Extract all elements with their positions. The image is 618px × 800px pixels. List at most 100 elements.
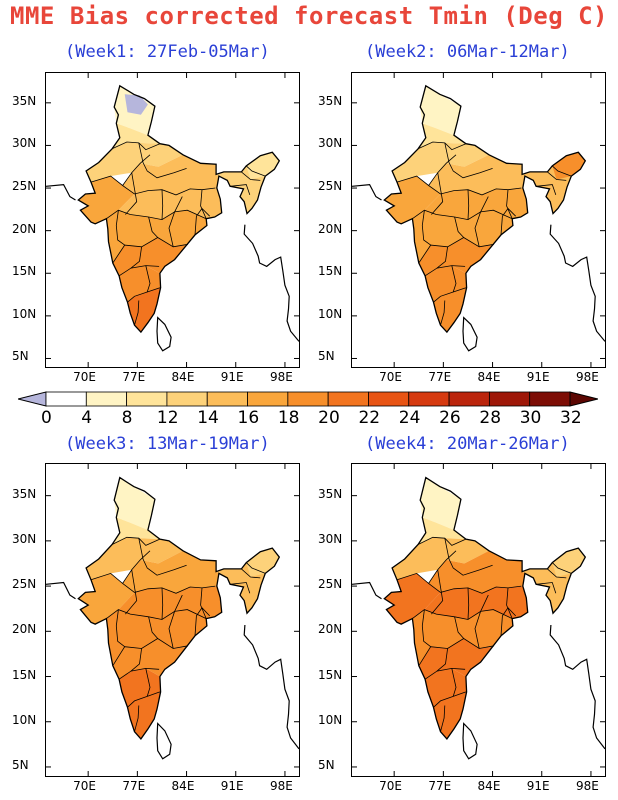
lat-tick-label: 25N [318, 179, 343, 194]
lon-tick-label: 70E [73, 779, 97, 793]
lon-tick-label: 98E [575, 779, 599, 793]
colorbar-cell [85, 391, 128, 407]
panel-title-week2: (Week2: 06Mar-12Mar) [365, 42, 570, 62]
state-boundary [440, 300, 446, 326]
colorbar-label: 30 [519, 408, 542, 428]
map-panel-week3 [45, 463, 300, 777]
lon-tick-label: 77E [122, 370, 146, 384]
india-map [352, 464, 605, 776]
state-boundary [112, 638, 189, 666]
coastline [352, 183, 382, 201]
lat-tick-label: 5N [318, 757, 335, 772]
state-boundary [130, 648, 142, 672]
colorbar-cell [529, 391, 571, 407]
temperature-zone [114, 477, 155, 530]
lon-tick-label: 84E [477, 779, 501, 793]
lat-tick-label: 35N [318, 93, 343, 108]
lat-tick-label: 35N [318, 486, 343, 501]
state-boundary [417, 141, 467, 151]
temperature-zone [119, 668, 161, 708]
state-boundary [474, 196, 489, 247]
state-boundary [106, 209, 207, 221]
lat-tick-label: 10N [12, 712, 37, 727]
lat-tick-label: 30N [318, 136, 343, 151]
temperature-zone [118, 188, 222, 220]
state-boundary [440, 705, 446, 732]
state-boundary [200, 587, 207, 619]
temperature-zone [112, 638, 187, 680]
state-boundary [230, 184, 251, 196]
state-boundary [168, 196, 183, 247]
lon-tick-label: 77E [428, 370, 452, 384]
state-boundary [200, 189, 207, 219]
lat-tick-label: 20N [318, 622, 343, 637]
colorbar-cell [327, 391, 369, 407]
lat-tick-label: 20N [318, 221, 343, 236]
state-boundary [122, 583, 216, 594]
colorbar-cell [448, 391, 490, 407]
colorbar-cell [287, 391, 329, 407]
lon-tick-label: 91E [526, 779, 550, 793]
state-boundary [230, 582, 251, 594]
temperature-zone [384, 176, 441, 224]
lat-tick-label: 15N [318, 667, 343, 682]
state-boundary [547, 568, 567, 579]
colorbar-label: 4 [81, 408, 93, 428]
state-boundary [552, 562, 572, 574]
sri-lanka-outline [156, 316, 172, 352]
state-boundary [547, 171, 567, 181]
panel-title-week3: (Week3: 13Mar-19Mar) [65, 434, 270, 454]
state-boundary [431, 569, 444, 615]
state-boundary [433, 287, 467, 303]
temperature-zone [418, 638, 493, 680]
sri-lanka-outline [462, 316, 478, 352]
temperature-zone [86, 537, 183, 580]
state-boundary [467, 189, 470, 220]
lat-tick-label: 35N [12, 93, 37, 108]
colorbar-cell [45, 391, 87, 407]
state-boundary [431, 172, 444, 215]
state-boundary [467, 587, 470, 620]
panel-title-week4: (Week4: 20Mar-26Mar) [365, 434, 570, 454]
lon-tick-label: 91E [220, 779, 244, 793]
state-boundary [506, 587, 513, 619]
state-boundary [500, 607, 516, 636]
panel-title-week1: (Week1: 27Feb-05Mar) [65, 42, 270, 62]
temperature-zone [552, 152, 586, 180]
state-boundary [148, 216, 158, 238]
india-outline [383, 476, 587, 740]
state-boundary [241, 171, 261, 181]
lat-tick-label: 10N [12, 306, 37, 321]
lat-tick-label: 15N [12, 264, 37, 279]
coastline [46, 581, 76, 600]
state-boundary [118, 265, 160, 277]
lat-tick-label: 10N [318, 712, 343, 727]
map-panel-week2 [351, 72, 606, 368]
state-boundary [451, 668, 457, 697]
lat-tick-label: 15N [12, 667, 37, 682]
temperature-zone [78, 176, 135, 224]
state-boundary [111, 141, 161, 151]
state-boundary [444, 142, 493, 179]
india-map [46, 73, 299, 367]
state-boundary [552, 165, 572, 177]
temperature-zone [118, 586, 222, 620]
colorbar-label: 28 [479, 408, 502, 428]
colorbar-cell [408, 391, 450, 407]
lat-tick-label: 5N [12, 349, 29, 364]
lon-tick-label: 77E [428, 779, 452, 793]
temperature-zone [425, 265, 467, 303]
lon-tick-label: 70E [379, 779, 403, 793]
lon-tick-label: 84E [171, 779, 195, 793]
state-boundary [428, 185, 522, 196]
map-panel-week1 [45, 72, 300, 368]
lat-tick-label: 25N [12, 179, 37, 194]
state-boundary [148, 616, 158, 639]
state-boundary [396, 550, 457, 584]
state-boundary [396, 154, 457, 187]
state-boundary [134, 705, 140, 732]
lon-tick-label: 91E [526, 370, 550, 384]
india-map [352, 73, 605, 367]
colorbar-label: 8 [121, 408, 133, 428]
state-boundary [194, 207, 210, 235]
